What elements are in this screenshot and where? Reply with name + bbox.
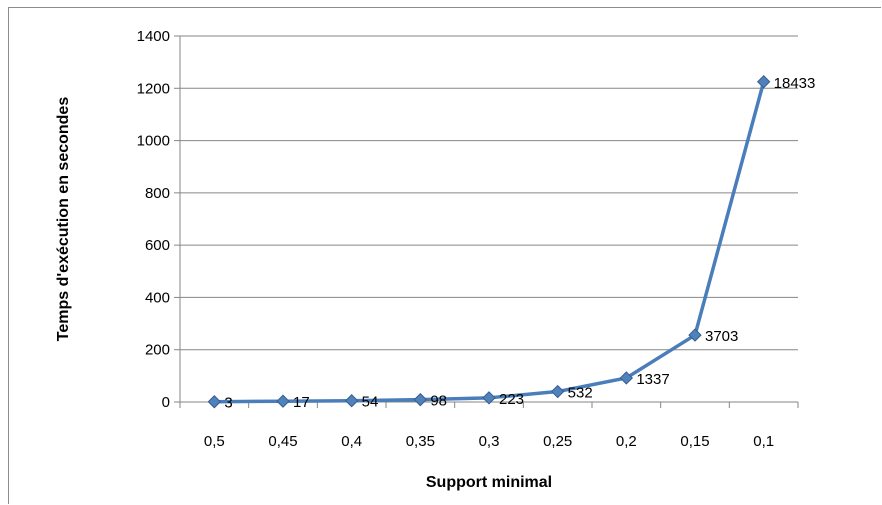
x-tick-label: 0,45 [268,433,297,450]
data-point-marker [619,371,634,385]
data-label: 223 [499,391,524,408]
y-tick-label: 1000 [137,133,170,150]
y-tick-label: 200 [145,342,170,359]
y-tick-label: 400 [145,289,170,306]
data-label: 18433 [774,75,816,92]
data-point-marker [550,384,565,399]
y-tick-label: 1400 [137,28,170,45]
gridlines [180,35,798,351]
data-label: 3703 [705,328,738,345]
data-label: 3 [224,395,232,412]
x-tick-label: 0,1 [753,433,774,450]
data-point-marker [207,395,222,409]
data-label: 17 [293,394,310,411]
x-tick-label: 0,5 [204,433,225,450]
data-label: 98 [430,393,447,410]
y-tick-label: 0 [162,394,170,411]
x-axis-title: Support minimal [426,474,552,491]
x-tick-label: 0,4 [341,433,362,450]
data-label: 1337 [636,371,669,388]
series-line [214,81,766,404]
data-point-marker [756,75,771,89]
axes [174,35,799,408]
data-point-marker [482,391,496,405]
data-label: 54 [362,394,379,411]
data-point-marker [688,328,702,342]
y-tick-label: 800 [145,185,170,202]
x-tick-label: 0,3 [479,433,500,450]
data-point-marker [276,394,290,408]
y-tick-label: 600 [145,237,170,254]
x-tick-label: 0,35 [406,433,435,450]
series-layer [207,75,771,409]
chart-frame: 0 200 400 600 800 1000 1200 1400 0,5 0,45 0,4 0,35 0… [8,7,881,504]
y-axis-title: Temps d'exécution en secondes [55,97,72,342]
x-tick-label: 0,2 [616,433,637,450]
data-point-marker [413,392,428,407]
data-point-marker [344,393,359,408]
y-tick-label: 1200 [137,80,170,97]
x-tick-label: 0,15 [680,433,709,450]
data-label: 532 [568,385,593,402]
x-tick-label: 0,25 [543,433,572,450]
line-chart: 0 200 400 600 800 1000 1200 1400 0,5 0,45 0,4 0,35 0… [55,28,816,491]
labels: 0 200 400 600 800 1000 1200 1400 0,5 0,45 0,4 0,35 0… [137,28,816,450]
